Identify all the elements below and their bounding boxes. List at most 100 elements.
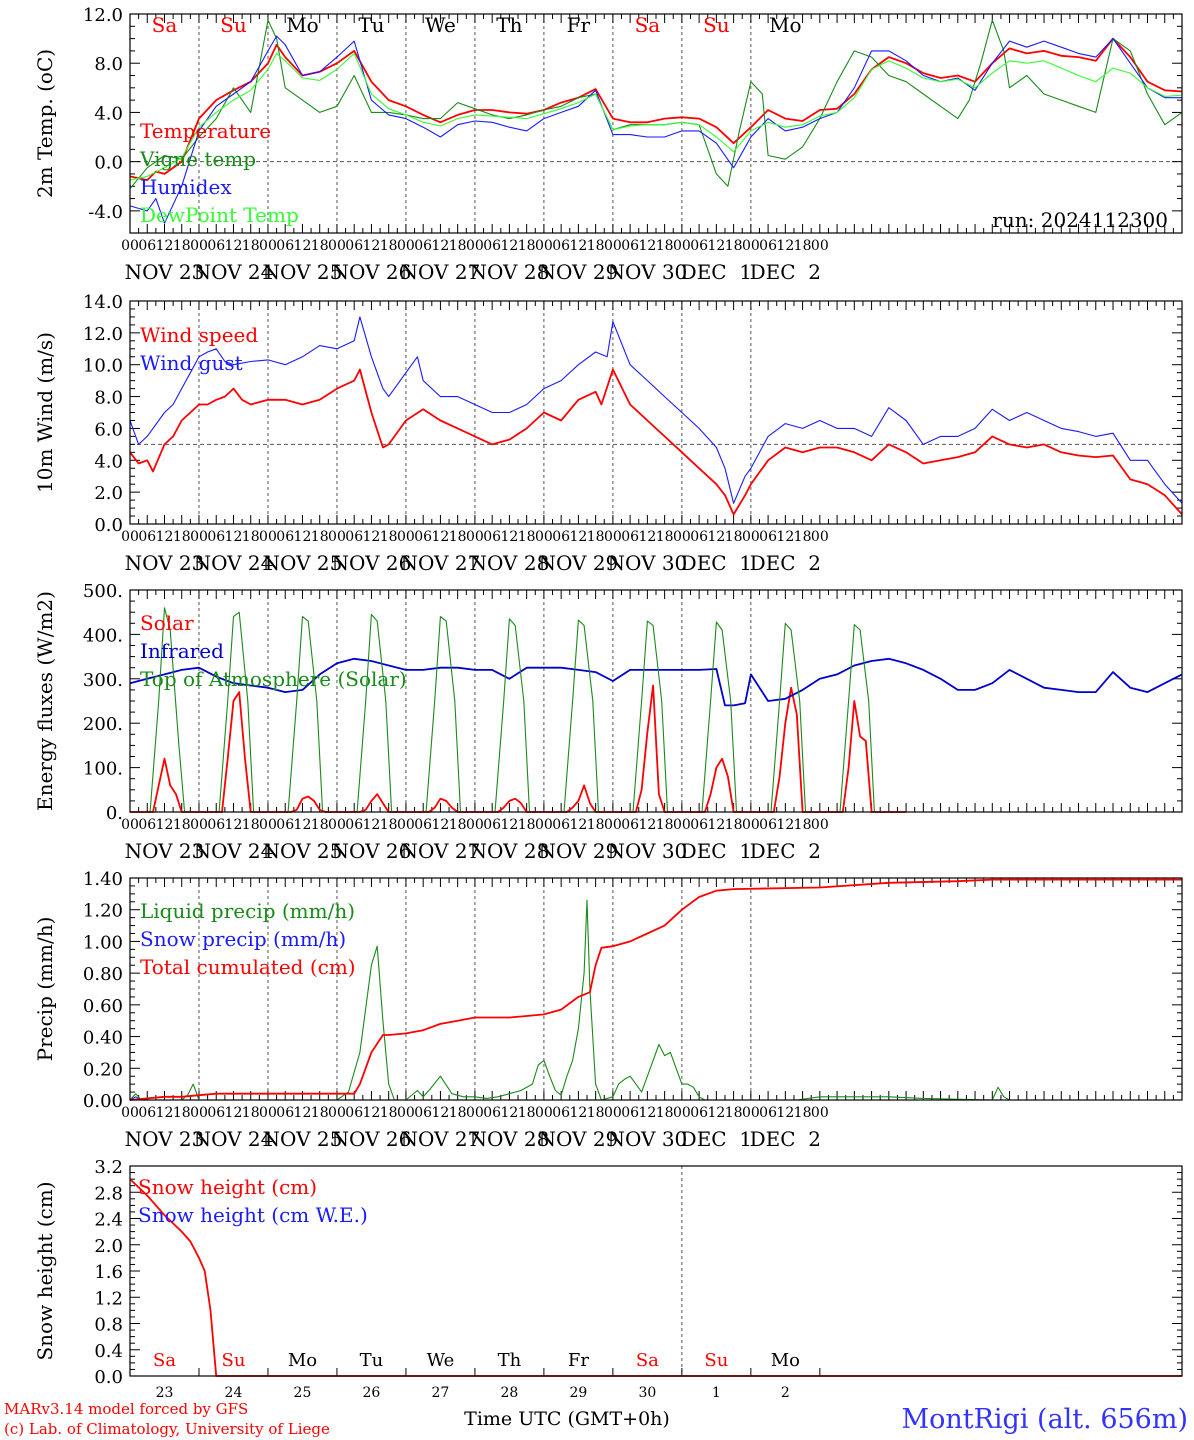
- hour-tick-label: 06: [345, 817, 363, 833]
- hour-tick-label: 12: [156, 817, 174, 833]
- date-label: NOV 30: [607, 260, 687, 284]
- y-tick-label: 1.6: [94, 1262, 123, 1283]
- hour-tick-label: 12: [294, 529, 312, 545]
- hour-tick-label: 18: [311, 817, 329, 833]
- hour-tick-label: 06: [690, 817, 708, 833]
- hour-tick-label: 00: [259, 238, 277, 254]
- weekday-label: Mo: [286, 13, 319, 37]
- hour-tick-label: 12: [432, 529, 450, 545]
- hour-tick-label: 12: [638, 238, 656, 254]
- hour-tick-label: 12: [500, 238, 518, 254]
- y-tick-label: 4.0: [94, 103, 123, 124]
- hour-tick-label: 12: [569, 238, 587, 254]
- legend-entry: DewPoint Temp: [140, 203, 299, 227]
- day-number-label: 2: [781, 1385, 790, 1401]
- series-liquid-precip-mm-h: [129, 899, 1182, 1101]
- day-number-label: 24: [225, 1385, 243, 1401]
- y-tick-label: 12.0: [83, 5, 123, 26]
- date-label: NOV 24: [194, 551, 274, 575]
- date-label: DEC 2: [750, 839, 821, 863]
- hour-tick-label: 06: [207, 817, 225, 833]
- series-temperature: [129, 37, 1183, 182]
- hour-tick-label: 18: [518, 817, 536, 833]
- y-tick-label: 0.: [106, 803, 123, 824]
- hour-tick-label: 18: [380, 1105, 398, 1121]
- lab-credit: (c) Lab. of Climatology, University of L…: [4, 1420, 330, 1438]
- hour-tick-label: 18: [242, 1105, 260, 1121]
- date-label: NOV 24: [194, 839, 274, 863]
- hour-tick-label: 18: [380, 817, 398, 833]
- hour-tick-label: 18: [380, 238, 398, 254]
- y-tick-label: 0.4: [94, 1341, 123, 1362]
- hour-tick-label: 12: [363, 238, 381, 254]
- hour-tick-label: 12: [776, 1105, 794, 1121]
- legend-entry: Vigne temp: [139, 147, 256, 171]
- y-tick-label: 1.00: [83, 932, 123, 953]
- y-tick-label: 500.: [83, 581, 123, 602]
- hour-tick-label: 12: [363, 529, 381, 545]
- hour-tick-label: 18: [518, 1105, 536, 1121]
- hour-tick-label: 00: [811, 1105, 829, 1121]
- date-label: NOV 28: [470, 551, 550, 575]
- date-label: DEC 1: [681, 839, 752, 863]
- hour-tick-label: 12: [225, 1105, 243, 1121]
- date-label: NOV 24: [194, 1127, 274, 1151]
- hour-tick-label: 00: [604, 817, 622, 833]
- hour-tick-label: 18: [311, 529, 329, 545]
- hour-tick-label: 18: [242, 817, 260, 833]
- day-number-label: 1: [712, 1385, 721, 1401]
- hour-tick-label: 12: [776, 817, 794, 833]
- y-tick-label: 0.8: [94, 1315, 123, 1336]
- hour-tick-label: 12: [363, 817, 381, 833]
- weekday-label: Su: [704, 1350, 728, 1371]
- hour-tick-label: 18: [242, 238, 260, 254]
- hour-tick-label: 00: [604, 238, 622, 254]
- series-top-of-atmosphere-solar: [130, 607, 907, 813]
- legend-entry: Temperature: [140, 119, 271, 143]
- legend-entry: Wind gust: [140, 351, 243, 375]
- y-tick-label: 4.0: [94, 451, 123, 472]
- model-credit: MARv3.14 model forced by GFS: [4, 1400, 248, 1418]
- hour-tick-label: 06: [345, 529, 363, 545]
- hour-tick-label: 06: [276, 1105, 294, 1121]
- weekday-label: Sa: [636, 1350, 659, 1371]
- hour-tick-label: 00: [742, 817, 760, 833]
- hour-tick-label: 00: [673, 238, 691, 254]
- station-title: MontRigi (alt. 656m): [901, 1404, 1188, 1435]
- hour-tick-label: 12: [225, 238, 243, 254]
- hour-tick-label: 12: [569, 1105, 587, 1121]
- weekday-label: We: [427, 1350, 455, 1371]
- hour-tick-label: 00: [259, 529, 277, 545]
- hour-tick-label: 18: [449, 529, 467, 545]
- y-tick-label: 400.: [83, 625, 123, 646]
- y-axis-title: 2m Temp. (oC): [33, 49, 57, 198]
- hour-tick-label: 00: [121, 1105, 139, 1121]
- hour-tick-label: 18: [725, 817, 743, 833]
- hour-tick-label: 00: [673, 1105, 691, 1121]
- hour-tick-label: 12: [707, 817, 725, 833]
- hour-tick-label: 06: [690, 529, 708, 545]
- date-label: DEC 2: [750, 260, 821, 284]
- series-total-cumulated-cm: [129, 878, 1182, 1101]
- chart-panel-2: 0.02.04.06.08.010.012.014.000 06 12 18 00 06 1…: [33, 292, 1183, 575]
- date-label: NOV 23: [125, 1127, 205, 1151]
- hour-tick-label: 12: [707, 238, 725, 254]
- y-tick-label: 2.0: [94, 483, 123, 504]
- chart-panel-3: 0.100.200.300.400.500.00 06 12 18 00 06 12 18 00…: [33, 581, 1183, 863]
- chart-panels: -4.00.04.08.012.000 06 12 18 00 06 12 18 00 06 12 1…: [33, 5, 1183, 1401]
- date-label: DEC 1: [681, 551, 752, 575]
- hour-tick-label: 00: [259, 1105, 277, 1121]
- hour-tick-label: 00: [328, 817, 346, 833]
- date-label: NOV 23: [125, 551, 205, 575]
- hour-tick-label: 12: [776, 238, 794, 254]
- plot-frame: [129, 300, 1183, 525]
- y-tick-label: 8.0: [94, 54, 123, 75]
- hour-tick-label: 12: [500, 1105, 518, 1121]
- date-label: DEC 2: [750, 1127, 821, 1151]
- date-label: NOV 25: [263, 1127, 343, 1151]
- hour-tick-label: 06: [483, 529, 501, 545]
- legend-entry: Snow precip (mm/h): [140, 927, 346, 951]
- hour-tick-label: 06: [138, 529, 156, 545]
- hour-tick-label: 06: [414, 238, 432, 254]
- hour-tick-label: 00: [811, 238, 829, 254]
